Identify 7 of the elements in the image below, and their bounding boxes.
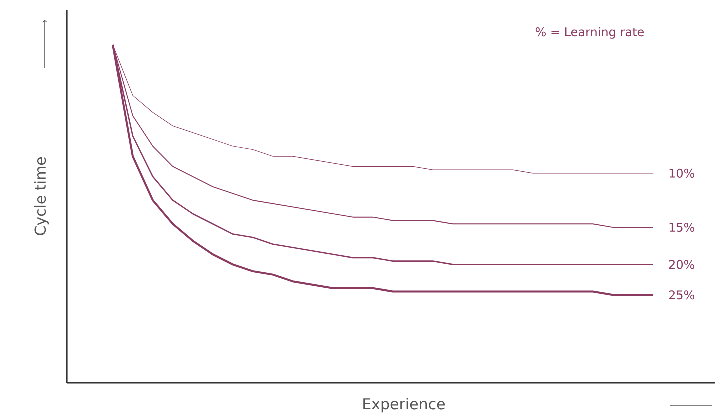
text: % = Learning rate bbox=[536, 27, 644, 39]
series-label: 25% bbox=[669, 290, 695, 300]
series-label: 10% bbox=[670, 168, 695, 178]
x-axis-title: Experience bbox=[364, 398, 445, 413]
y-axis-title: Cycle time bbox=[34, 157, 49, 236]
series-label: 15% bbox=[670, 222, 695, 232]
series-label: 20% bbox=[669, 260, 695, 270]
